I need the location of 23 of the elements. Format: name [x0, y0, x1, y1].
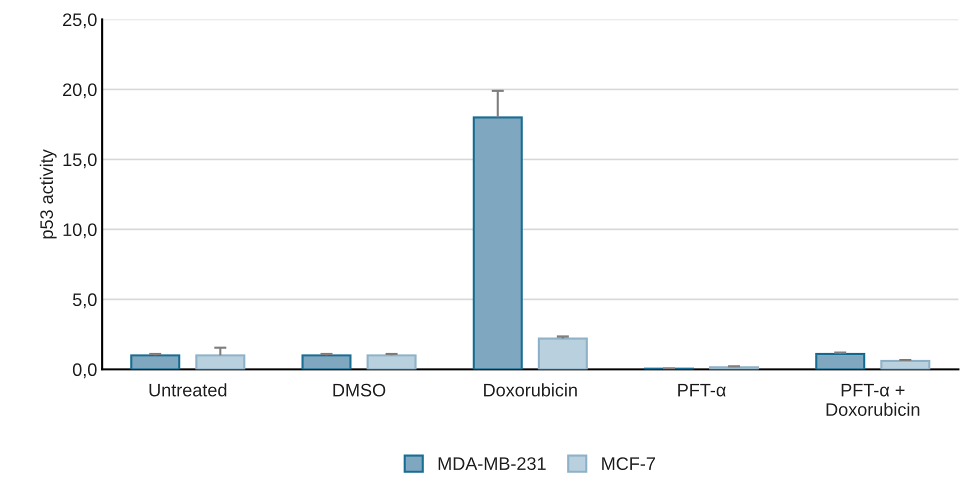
y-tick-label: 5,0 — [72, 293, 97, 308]
y-tick-label: 10,0 — [64, 223, 97, 238]
bar — [195, 354, 246, 370]
legend-label: MCF-7 — [602, 457, 655, 470]
x-tick-label: Untreated — [150, 383, 226, 397]
x-tick-label: DMSO — [333, 384, 386, 397]
bar — [709, 366, 760, 370]
bar — [130, 354, 180, 370]
y-tick-label: 15,0 — [64, 153, 97, 168]
x-tick-label: Doxorubicin — [484, 383, 577, 397]
legend-label: MDA-MB-231 — [438, 457, 546, 470]
y-tick-label: 20,0 — [63, 83, 97, 98]
bar — [472, 116, 523, 370]
bar — [538, 338, 588, 370]
bar — [880, 360, 930, 370]
x-tick-label: PFT-α + Doxorubicin — [826, 384, 920, 416]
bar — [815, 352, 866, 370]
x-tick-label: PFT-α — [678, 384, 726, 397]
y-axis-title: p53 activity — [40, 149, 57, 238]
bar — [366, 354, 417, 370]
bar — [301, 354, 352, 370]
y-tick-label: 0,0 — [72, 363, 97, 378]
y-tick-label: 25,0 — [63, 13, 97, 28]
